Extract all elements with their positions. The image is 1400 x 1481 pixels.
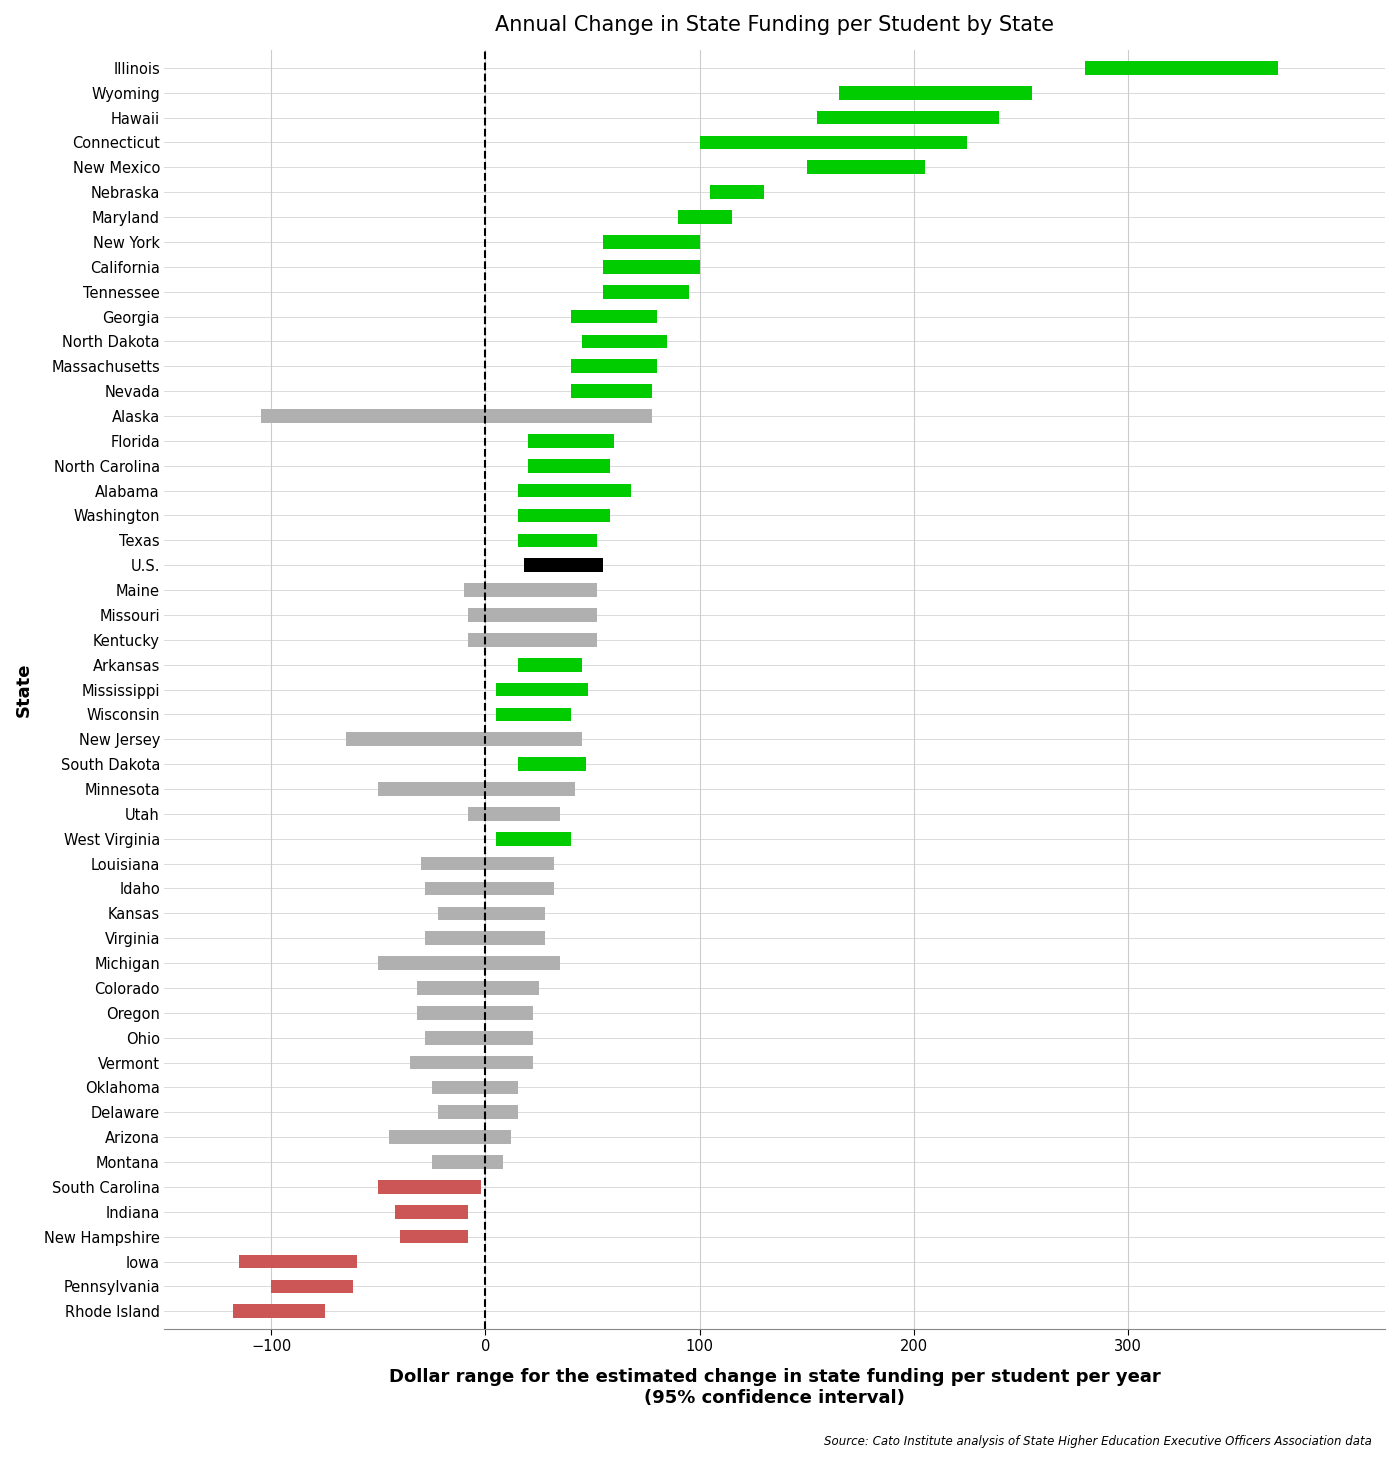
Bar xyxy=(603,261,700,274)
Bar xyxy=(463,584,596,597)
Bar xyxy=(378,782,575,795)
Bar xyxy=(518,658,582,671)
Text: Source: Cato Institute analysis of State Higher Education Executive Officers Ass: Source: Cato Institute analysis of State… xyxy=(825,1435,1372,1448)
Bar xyxy=(839,86,1032,99)
Bar xyxy=(710,185,764,198)
Bar xyxy=(806,160,924,175)
Bar xyxy=(571,360,657,373)
Bar xyxy=(410,1056,532,1069)
Bar xyxy=(468,609,596,622)
Bar xyxy=(518,508,609,523)
Bar xyxy=(524,558,603,572)
Bar xyxy=(496,708,571,721)
Bar xyxy=(582,335,668,348)
Bar xyxy=(818,111,1000,124)
Bar xyxy=(239,1254,357,1268)
Bar xyxy=(468,807,560,820)
Bar xyxy=(518,757,587,772)
Bar xyxy=(603,284,689,299)
Bar xyxy=(1085,61,1278,74)
Bar xyxy=(426,1031,532,1044)
Bar xyxy=(426,932,546,945)
Bar xyxy=(438,1105,518,1120)
Bar xyxy=(468,632,596,647)
Bar xyxy=(528,434,615,447)
Bar xyxy=(378,957,560,970)
Bar xyxy=(232,1305,325,1318)
Bar xyxy=(400,1229,468,1244)
Bar xyxy=(496,683,588,696)
Bar xyxy=(395,1206,468,1219)
Bar xyxy=(431,1081,518,1094)
X-axis label: Dollar range for the estimated change in state funding per student per year
(95%: Dollar range for the estimated change in… xyxy=(389,1368,1161,1407)
Bar xyxy=(272,1280,353,1293)
Bar xyxy=(571,384,652,398)
Bar xyxy=(496,832,571,846)
Bar xyxy=(260,409,652,424)
Bar xyxy=(571,310,657,323)
Bar xyxy=(678,210,732,224)
Bar xyxy=(417,980,539,995)
Y-axis label: State: State xyxy=(15,662,34,717)
Bar xyxy=(426,881,554,896)
Bar xyxy=(431,1155,503,1169)
Bar xyxy=(518,533,596,546)
Bar xyxy=(518,484,631,498)
Bar xyxy=(700,136,967,150)
Bar xyxy=(438,906,546,920)
Bar xyxy=(603,235,700,249)
Bar xyxy=(528,459,609,472)
Bar xyxy=(378,1180,482,1194)
Bar xyxy=(346,733,582,746)
Bar xyxy=(421,857,554,871)
Bar xyxy=(389,1130,511,1143)
Bar xyxy=(417,1006,532,1020)
Title: Annual Change in State Funding per Student by State: Annual Change in State Funding per Stude… xyxy=(496,15,1054,36)
